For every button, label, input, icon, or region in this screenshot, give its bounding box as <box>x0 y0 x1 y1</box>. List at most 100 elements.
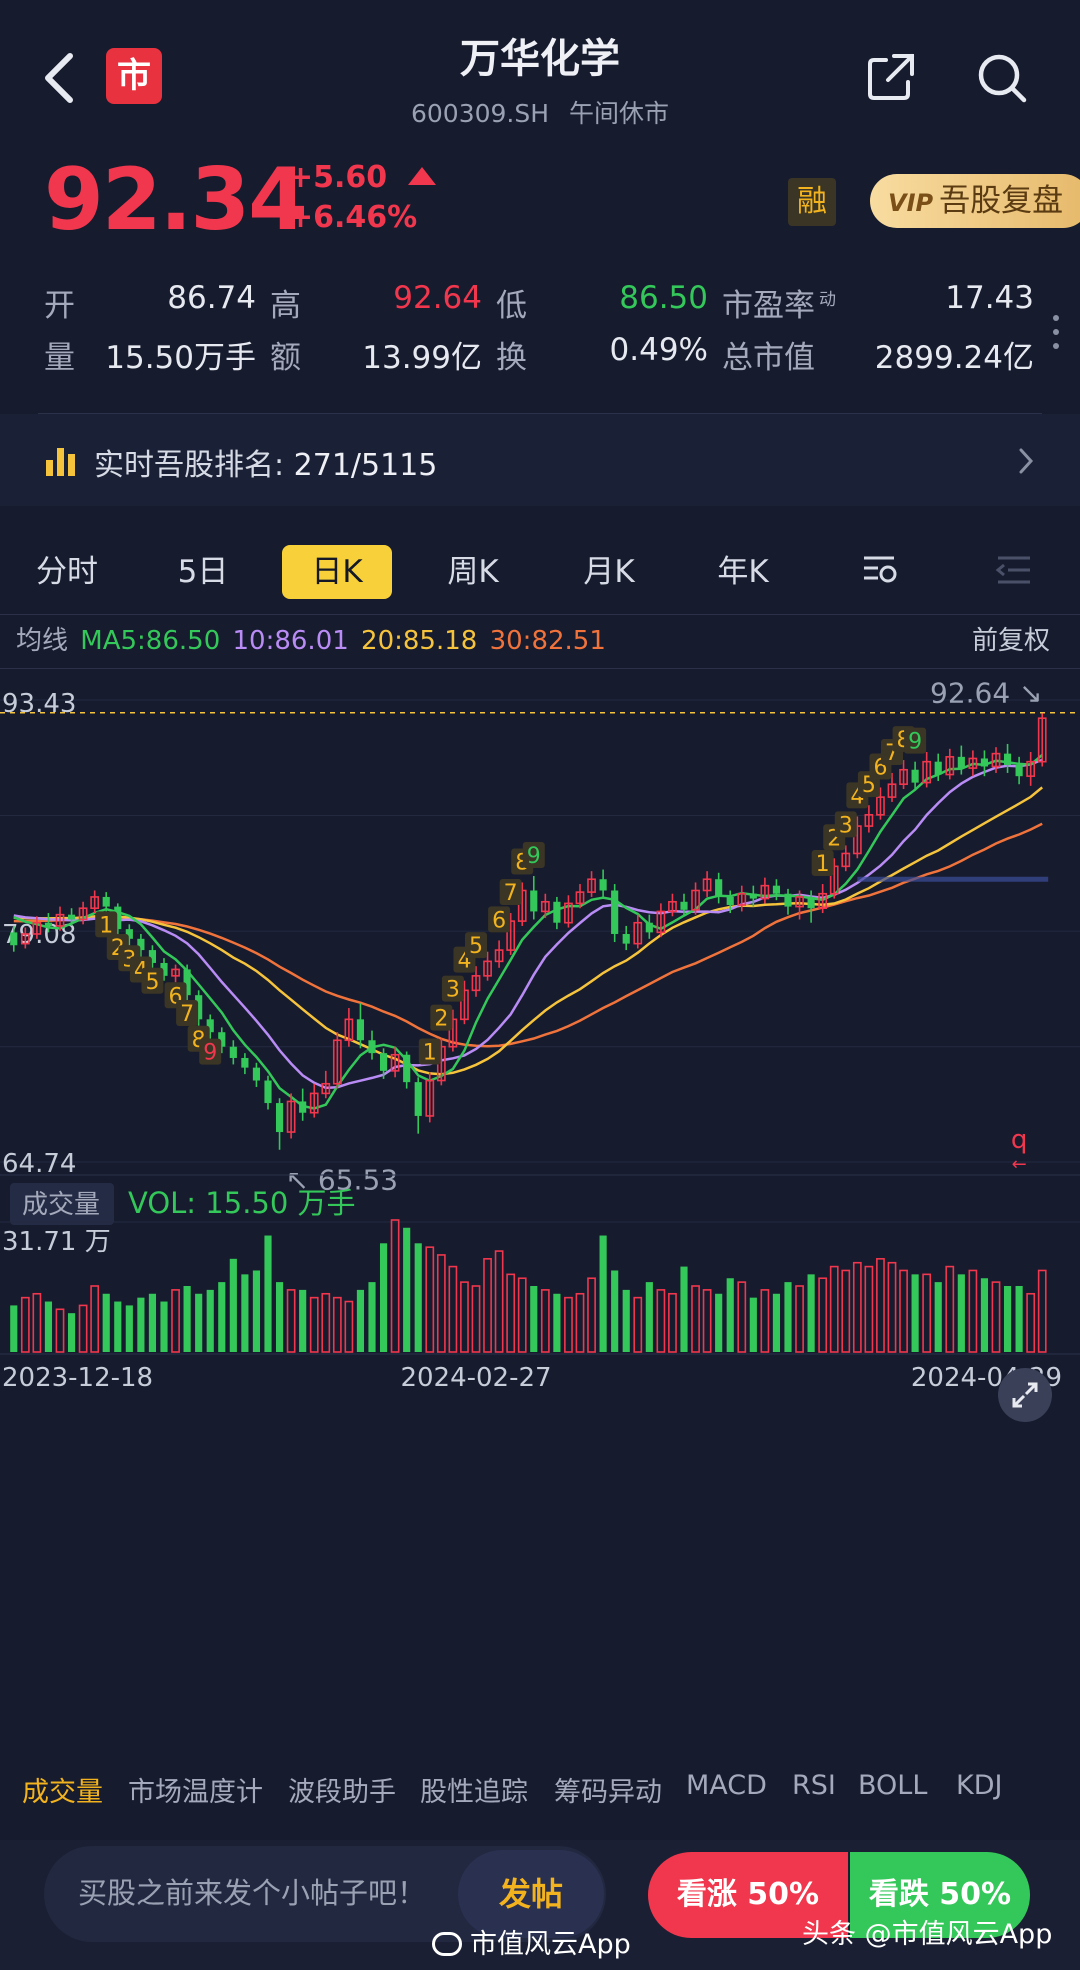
volume-bar <box>55 1308 65 1353</box>
volume-bar <box>1003 1286 1012 1352</box>
search-icon[interactable] <box>976 52 1028 104</box>
tab-5day[interactable]: 5日 <box>177 554 229 590</box>
candle-body <box>414 1082 422 1116</box>
share-icon[interactable] <box>866 52 916 102</box>
candle-body <box>506 920 516 951</box>
ind-tab-boll[interactable]: BOLL <box>858 1770 928 1801</box>
td-count-mark: 7 <box>504 881 518 906</box>
candle-body <box>852 825 862 855</box>
candle-body <box>737 892 747 906</box>
candle-body <box>321 1082 331 1095</box>
candle-body <box>1003 753 1012 765</box>
volume-bar <box>784 1282 792 1352</box>
chart-settings-icon[interactable] <box>860 550 900 590</box>
candle-body <box>980 758 989 767</box>
mktcap-label: 总市值 <box>722 340 815 376</box>
high-label: 高 <box>270 288 301 324</box>
ind-tab-volume[interactable]: 成交量 <box>22 1777 103 1808</box>
td-count-mark: 3 <box>839 813 853 838</box>
tab-daily-k[interactable]: 日K <box>282 545 392 599</box>
tab-weekly-k[interactable]: 周K <box>447 554 499 590</box>
low-label: 低 <box>496 288 527 324</box>
amount-label: 额 <box>270 340 301 376</box>
td-mark-bg <box>488 906 511 933</box>
volume-bar <box>275 1282 284 1352</box>
candle-body <box>668 900 677 913</box>
vip-review-button[interactable]: VIP 吾股复盘 <box>870 174 1080 228</box>
price-adjust-toggle[interactable]: 前复权 <box>972 626 1051 656</box>
candle-body <box>564 902 573 924</box>
ind-tab-rsi[interactable]: RSI <box>792 1770 836 1801</box>
td-count-mark: 1 <box>99 913 113 938</box>
volume-tag-bg <box>10 1183 114 1225</box>
ind-tab-macd[interactable]: MACD <box>686 1770 767 1801</box>
candle-body <box>1037 717 1047 763</box>
volume-label: 量 <box>44 340 75 376</box>
ind-tab-character[interactable]: 股性追踪 <box>420 1777 528 1808</box>
volume-bar <box>622 1289 630 1352</box>
volume-bar <box>183 1286 191 1352</box>
pe-label: 市盈率动 <box>722 288 836 324</box>
candle-body <box>530 890 538 912</box>
volume-bar <box>102 1293 110 1352</box>
candle-body <box>125 929 133 939</box>
post-placeholder[interactable]: 买股之前来发个小帖子吧！ <box>78 1876 427 1910</box>
candle-body <box>425 1079 435 1117</box>
td-count-mark: 5 <box>145 970 159 995</box>
x-axis-label-mid: 2024-02-27 <box>400 1363 551 1393</box>
candle-body <box>887 783 897 798</box>
more-dots-icon[interactable] <box>1052 312 1060 352</box>
ma10-line <box>13 758 1043 1090</box>
tab-monthly-k[interactable]: 月K <box>583 554 635 590</box>
candle-body <box>553 901 561 923</box>
volume-bar <box>483 1258 492 1353</box>
volume-bar <box>114 1301 122 1352</box>
ind-tab-wave[interactable]: 波段助手 <box>288 1777 396 1808</box>
td-mark-bg <box>904 727 927 754</box>
td-mark-bg <box>834 811 857 838</box>
candle-body <box>471 975 481 992</box>
td-mark-bg <box>465 932 487 959</box>
candle-body <box>702 878 712 892</box>
divider <box>38 413 1042 414</box>
post-button[interactable]: 发帖 <box>458 1850 604 1938</box>
ind-tab-chips[interactable]: 筹码异动 <box>554 1777 662 1808</box>
tab-yearly-k[interactable]: 年K <box>717 554 769 590</box>
ind-tab-kdj[interactable]: KDJ <box>956 1770 1003 1801</box>
volume-bar <box>10 1305 18 1352</box>
candle-body <box>517 889 527 922</box>
volume-bar <box>876 1258 885 1353</box>
candle-body <box>772 885 781 894</box>
candle-body <box>656 910 666 934</box>
volume-bar <box>957 1274 965 1352</box>
volume-bar <box>67 1313 76 1352</box>
chevron-right-icon[interactable] <box>1016 446 1036 476</box>
candle-body <box>991 752 1001 768</box>
candle-body <box>90 896 100 910</box>
candle-body <box>575 891 585 905</box>
candle-body <box>20 933 30 945</box>
ma10-value: 10:86.01 <box>232 626 349 656</box>
volume-bar <box>414 1243 422 1352</box>
ind-tab-market-temp[interactable]: 市场温度计 <box>128 1777 263 1808</box>
td-count-mark: 2 <box>434 1007 448 1032</box>
candle-body <box>344 1018 354 1042</box>
tab-intraday[interactable]: 分时 <box>36 554 98 590</box>
expand-icon[interactable] <box>998 1368 1052 1422</box>
td-count-mark: 3 <box>446 978 460 1003</box>
td-mark-bg <box>176 1000 199 1027</box>
candle-body <box>784 893 792 907</box>
margin-trading-badge[interactable]: 融 <box>788 178 836 226</box>
candle-body <box>218 1032 226 1047</box>
bullish-button[interactable]: 看涨 50% <box>648 1852 848 1938</box>
vip-review-label: 吾股复盘 <box>939 183 1064 219</box>
candle-body <box>275 1103 284 1133</box>
ranking-bar[interactable] <box>0 414 1080 506</box>
bearish-button[interactable]: 看跌 50% <box>850 1852 1030 1938</box>
drawing-tools-icon[interactable] <box>994 550 1034 590</box>
back-icon[interactable] <box>40 50 80 106</box>
volume-bar <box>137 1297 145 1352</box>
turnover-label: 换 <box>496 340 527 376</box>
candle-body <box>137 938 145 951</box>
